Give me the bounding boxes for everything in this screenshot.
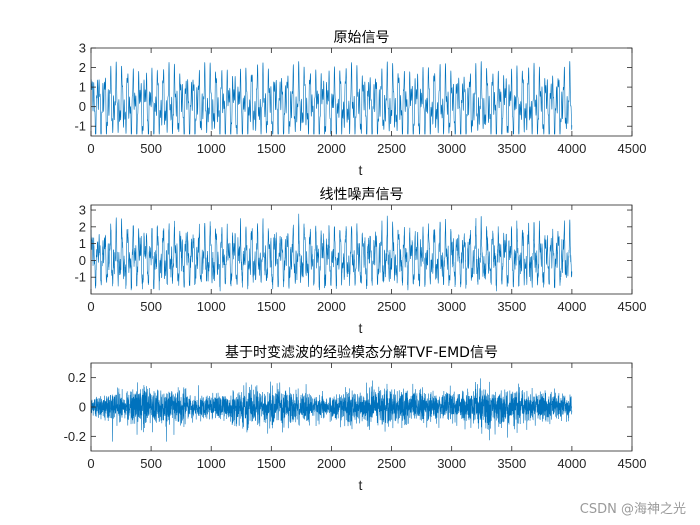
x-tick-label: 2000 [317,456,346,471]
y-tick-label: -1 [74,270,86,285]
y-tick-label: 3 [79,41,86,56]
x-tick-label: 3000 [437,299,466,314]
chart-title: 基于时变滤波的经验模态分解TVF-EMD信号 [225,344,498,361]
x-tick-label: 4500 [618,141,647,156]
x-tick-label: 4000 [557,299,586,314]
series-line [90,213,573,292]
y-tick-label: 2 [79,60,86,75]
subplot-1: 0 500 1000 1500 2000 2500 3000 3500 4000 4500-101… [74,30,646,178]
x-tick-label: 3000 [437,141,466,156]
x-tick-label: 1000 [197,456,226,471]
x-tick-label: 1500 [257,141,286,156]
x-tick-label: 2000 [317,141,346,156]
x-tick-label: 0 [87,456,94,471]
x-tick-label: 2500 [377,456,406,471]
y-tick-label: -0.2 [64,429,86,444]
x-tick-label: 2500 [377,141,406,156]
x-tick-label: 2500 [377,299,406,314]
x-axis-label: t [359,162,363,178]
chart-title: 原始信号 [334,30,390,46]
y-tick-label: 1 [79,236,86,251]
x-tick-label: 3500 [497,456,526,471]
x-axis-label: t [359,477,363,493]
axes-box [90,204,633,295]
y-tick-label: 0 [79,253,86,268]
x-tick-label: 0 [87,299,94,314]
subplot-3: 0 500 1000 1500 2000 2500 3000 3500 4000 4500 -0.2… [64,344,647,493]
series-line [90,378,573,442]
x-tick-label: 1500 [257,456,286,471]
y-tick-label: 3 [79,203,86,218]
x-tick-label: 1500 [257,299,286,314]
x-tick-label: 3500 [497,299,526,314]
x-axis-label: t [359,320,363,336]
x-tick-label: 3500 [497,141,526,156]
x-tick-label: 500 [140,141,162,156]
watermark: CSDN @海神之光 [579,502,686,517]
x-tick-label: 4000 [557,141,586,156]
x-tick-label: 0 [87,141,94,156]
axes-box [90,47,633,137]
x-tick-label: 500 [140,299,162,314]
x-tick-label: 1000 [197,141,226,156]
x-tick-label: 500 [140,456,162,471]
y-tick-label: 0.2 [68,370,86,385]
y-tick-label: -1 [74,119,86,134]
y-tick-label: 2 [79,219,86,234]
y-tick-label: 1 [79,80,86,95]
y-tick-label: 0 [79,400,86,415]
chart-title: 线性噪声信号 [320,187,404,203]
x-tick-label: 2000 [317,299,346,314]
x-tick-label: 4000 [557,456,586,471]
x-tick-label: 3000 [437,456,466,471]
x-tick-label: 1000 [197,299,226,314]
y-tick-label: 0 [79,99,86,114]
x-tick-label: 4500 [618,299,647,314]
series-line [90,61,573,135]
subplot-2: 0 500 1000 1500 2000 2500 3000 3500 4000 4500-101… [74,187,646,336]
x-tick-label: 4500 [618,456,647,471]
